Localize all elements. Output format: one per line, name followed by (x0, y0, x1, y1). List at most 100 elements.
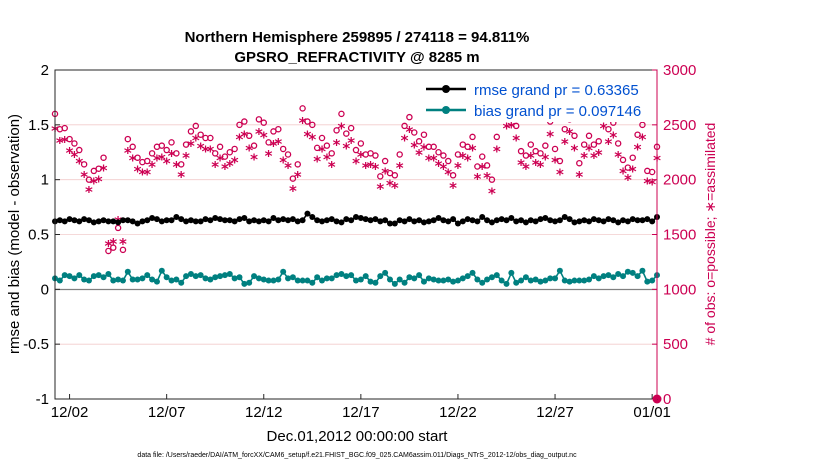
obs-possible-point (411, 129, 418, 136)
rmse-point (192, 218, 199, 225)
bias-point (246, 279, 253, 286)
obs-assimilated-point: * (381, 165, 389, 183)
obs-assimilated-point: * (639, 131, 647, 149)
obs-possible-point (590, 141, 598, 148)
obs-possible-point (464, 143, 471, 151)
rmse-point (173, 213, 180, 220)
bias-point (134, 276, 141, 283)
obs-possible-point (275, 125, 282, 133)
obs-assimilated-point: * (289, 182, 297, 200)
bias-point (304, 277, 311, 284)
bias-point (435, 277, 442, 284)
bias-point (571, 277, 578, 284)
obs-assimilated-point: * (338, 120, 346, 138)
obs-possible-point (80, 161, 88, 168)
bias-point (474, 276, 481, 283)
obs-possible-point (493, 133, 501, 141)
bias-point (561, 277, 568, 284)
obs-assimilated-point: * (216, 151, 224, 169)
bias-point (518, 277, 525, 284)
obs-assimilated-point: * (221, 160, 229, 178)
bias-point (197, 272, 204, 279)
rmse-point (450, 216, 457, 223)
bias-point (289, 274, 296, 281)
rmse-point (391, 220, 398, 227)
bias-point (76, 272, 83, 279)
rmse-point (435, 215, 442, 222)
bias-point (294, 277, 301, 284)
obs-possible-point (619, 156, 627, 164)
rmse-point (576, 218, 583, 225)
obs-assimilated-point: * (177, 168, 185, 186)
obs-assimilated-point: * (454, 159, 462, 177)
obs-assimilated-point: * (566, 125, 574, 143)
bias-point (309, 279, 316, 286)
bias-point (590, 273, 597, 280)
obs-assimilated-point: * (609, 128, 617, 146)
bias-point (207, 276, 214, 283)
bias-point (620, 273, 627, 280)
obs-assimilated-point: * (70, 148, 78, 166)
rmse-point (586, 218, 593, 225)
y-left-tick-label: 1 (41, 172, 49, 189)
obs-possible-point (119, 246, 127, 254)
obs-possible-point (580, 141, 588, 148)
obs-assimilated-point: * (119, 235, 127, 253)
rmse-point (90, 219, 97, 226)
rmse-point (56, 217, 63, 224)
bias-point (634, 273, 641, 280)
obs-assimilated-point: * (61, 133, 69, 151)
rmse-point (139, 218, 146, 225)
rmse-point (595, 217, 602, 224)
rmse-point (362, 216, 369, 223)
rmse-point (552, 218, 559, 225)
rmse-point (294, 218, 301, 225)
obs-assimilated-point: * (532, 156, 540, 174)
rmse-point (202, 216, 209, 223)
rmse-point (542, 215, 549, 222)
rmse-point (454, 220, 461, 227)
bias-point (581, 277, 588, 284)
obs-assimilated-point: * (163, 155, 171, 173)
obs-possible-point (469, 133, 476, 141)
obs-assimilated-point: * (75, 155, 83, 173)
rmse-point (85, 217, 92, 224)
obs-possible-point (634, 131, 641, 138)
rmse-point (547, 217, 554, 224)
obs-possible-point (255, 116, 263, 123)
obs-possible-point (221, 153, 229, 160)
obs-assimilated-point: * (333, 136, 341, 154)
obs-possible-point (299, 105, 306, 112)
x-tick-label: 12/12 (245, 404, 283, 421)
obs-possible-point (406, 113, 413, 121)
obs-possible-point (236, 121, 243, 129)
bias-point (183, 273, 190, 280)
y-right-tick-label: 3000 (663, 62, 696, 79)
bias-point (260, 276, 267, 283)
rmse-point (124, 217, 131, 224)
obs-assimilated-point: * (391, 179, 399, 197)
rmse-point (260, 217, 267, 224)
bias-point (469, 269, 476, 276)
obs-possible-point (105, 247, 112, 255)
bias-point (343, 273, 350, 280)
rmse-point (610, 217, 617, 224)
obs-assimilated-point: * (614, 148, 622, 166)
obs-possible-point (309, 121, 316, 129)
rmse-point (445, 218, 452, 225)
rmse-point (314, 217, 321, 224)
obs-possible-point (377, 173, 384, 180)
x-axis-label: Dec.01,2012 00:00:00 start (267, 428, 449, 445)
obs-assimilated-point: * (444, 166, 452, 184)
obs-assimilated-point: * (313, 153, 321, 171)
obs-possible-point (624, 164, 632, 171)
rmse-point (620, 217, 627, 224)
obs-assimilated-point: * (129, 151, 137, 169)
grid-lines (55, 124, 657, 345)
bias-point (586, 276, 593, 283)
obs-possible-point (648, 168, 656, 176)
obs-possible-point (71, 140, 78, 147)
bias-point (396, 276, 403, 283)
obs-possible-point (576, 159, 583, 167)
